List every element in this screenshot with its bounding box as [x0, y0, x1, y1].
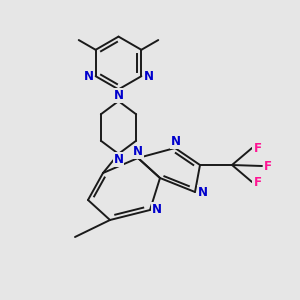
Text: N: N	[113, 153, 124, 167]
Text: N: N	[152, 203, 162, 216]
Text: N: N	[83, 70, 93, 83]
Text: N: N	[113, 88, 124, 102]
Text: F: F	[264, 160, 272, 172]
Text: N: N	[144, 70, 154, 83]
Text: N: N	[171, 135, 181, 148]
Text: F: F	[254, 142, 261, 154]
Text: N: N	[133, 146, 143, 158]
Text: F: F	[254, 176, 261, 188]
Text: N: N	[198, 185, 208, 199]
